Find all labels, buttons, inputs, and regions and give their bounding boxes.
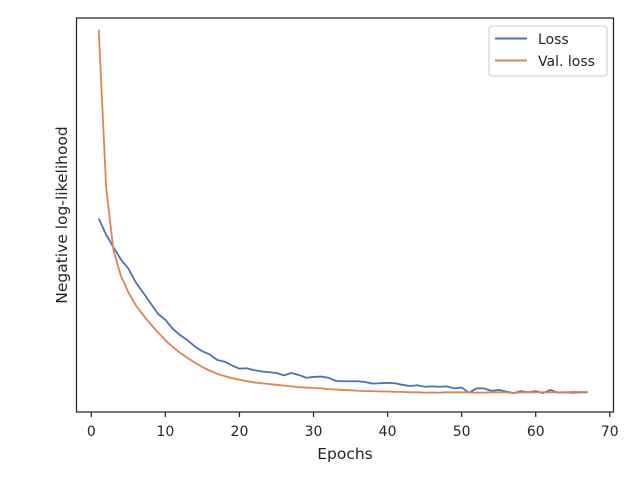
x-axis-label: Epochs xyxy=(317,445,373,463)
legend-label-val-loss: Val. loss xyxy=(538,54,595,70)
series-layer xyxy=(97,29,588,394)
x-axis-ticks: 0 10 20 30 40 50 60 70 xyxy=(87,412,619,440)
x-tick-label: 60 xyxy=(527,424,545,440)
legend: Loss Val. loss xyxy=(488,25,608,77)
x-tick-label: 20 xyxy=(231,424,249,440)
x-tick-label: 10 xyxy=(156,424,174,440)
series-line-val-loss xyxy=(97,29,588,394)
x-tick-label: 0 xyxy=(87,424,96,440)
y-axis-label: Negative log-likelihood xyxy=(53,126,71,304)
x-tick-label: 50 xyxy=(453,424,471,440)
x-tick-label: 70 xyxy=(601,424,619,440)
x-tick-label: 30 xyxy=(305,424,323,440)
series-line-loss xyxy=(97,218,588,394)
x-tick-label: 40 xyxy=(379,424,397,440)
plot-frame xyxy=(75,17,615,413)
legend-label-loss: Loss xyxy=(538,32,569,48)
